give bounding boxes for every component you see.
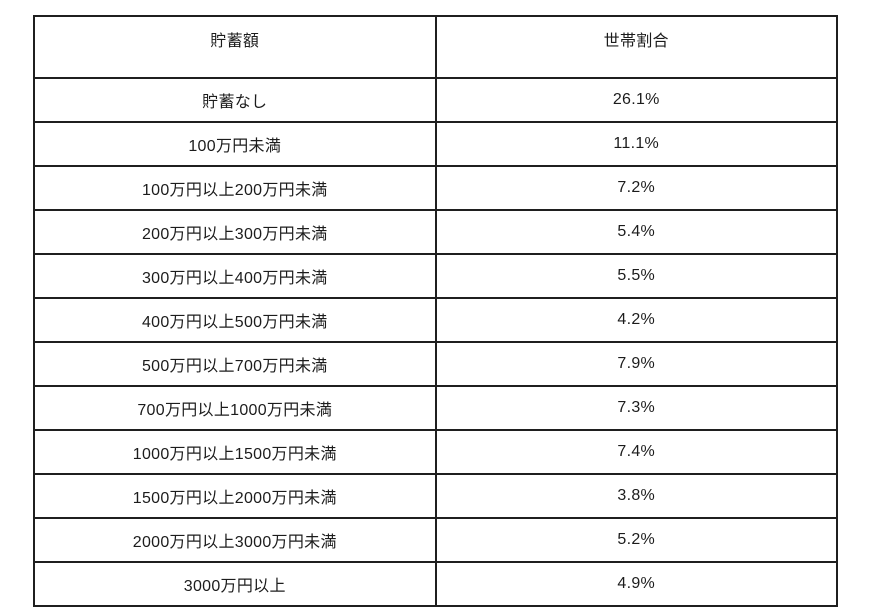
household-share-cell: 7.9% bbox=[434, 341, 838, 387]
savings-range-cell: 400万円以上500万円未満 bbox=[33, 297, 437, 343]
savings-range-cell: 100万円未満 bbox=[33, 121, 437, 167]
household-share-cell: 5.4% bbox=[434, 209, 838, 255]
table-row: 100万円以上200万円未満 7.2% bbox=[33, 165, 838, 211]
household-share-cell: 11.1% bbox=[434, 121, 838, 167]
savings-table-container: 貯蓄額 世帯割合 貯蓄なし 26.1% 100万円未満 11.1% 100万円以… bbox=[33, 15, 838, 607]
savings-range-cell: 1000万円以上1500万円未満 bbox=[33, 429, 437, 475]
household-share-cell: 3.8% bbox=[434, 473, 838, 519]
table-row: 200万円以上300万円未満 5.4% bbox=[33, 209, 838, 255]
table-row: 500万円以上700万円未満 7.9% bbox=[33, 341, 838, 387]
household-share-cell: 5.5% bbox=[434, 253, 838, 299]
table-row: 1000万円以上1500万円未満 7.4% bbox=[33, 429, 838, 475]
table-row: 2000万円以上3000万円未満 5.2% bbox=[33, 517, 838, 563]
table-row: 3000万円以上 4.9% bbox=[33, 561, 838, 607]
table-row: 300万円以上400万円未満 5.5% bbox=[33, 253, 838, 299]
header-household-share: 世帯割合 bbox=[434, 15, 838, 79]
table-row: 貯蓄なし 26.1% bbox=[33, 77, 838, 123]
table-row: 700万円以上1000万円未満 7.3% bbox=[33, 385, 838, 431]
savings-range-cell: 700万円以上1000万円未満 bbox=[33, 385, 437, 431]
savings-distribution-table: 貯蓄額 世帯割合 貯蓄なし 26.1% 100万円未満 11.1% 100万円以… bbox=[33, 15, 838, 607]
savings-range-cell: 2000万円以上3000万円未満 bbox=[33, 517, 437, 563]
household-share-cell: 7.3% bbox=[434, 385, 838, 431]
household-share-cell: 7.4% bbox=[434, 429, 838, 475]
savings-range-cell: 3000万円以上 bbox=[33, 561, 437, 607]
savings-range-cell: 1500万円以上2000万円未満 bbox=[33, 473, 437, 519]
header-savings-amount: 貯蓄額 bbox=[33, 15, 437, 79]
household-share-cell: 4.2% bbox=[434, 297, 838, 343]
savings-range-cell: 貯蓄なし bbox=[33, 77, 437, 123]
table-row: 400万円以上500万円未満 4.2% bbox=[33, 297, 838, 343]
savings-range-cell: 100万円以上200万円未満 bbox=[33, 165, 437, 211]
household-share-cell: 5.2% bbox=[434, 517, 838, 563]
household-share-cell: 4.9% bbox=[434, 561, 838, 607]
table-row: 1500万円以上2000万円未満 3.8% bbox=[33, 473, 838, 519]
table-header-row: 貯蓄額 世帯割合 bbox=[33, 15, 838, 79]
savings-range-cell: 300万円以上400万円未満 bbox=[33, 253, 437, 299]
household-share-cell: 26.1% bbox=[434, 77, 838, 123]
savings-range-cell: 200万円以上300万円未満 bbox=[33, 209, 437, 255]
table-row: 100万円未満 11.1% bbox=[33, 121, 838, 167]
household-share-cell: 7.2% bbox=[434, 165, 838, 211]
savings-range-cell: 500万円以上700万円未満 bbox=[33, 341, 437, 387]
